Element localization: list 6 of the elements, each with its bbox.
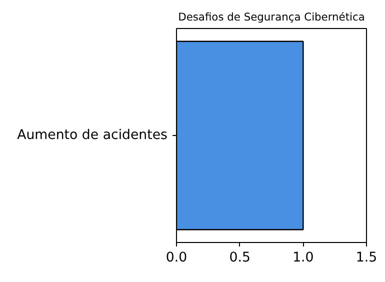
- x-tick-label: 0.0: [166, 250, 188, 266]
- x-tick-label: 0.5: [229, 250, 250, 266]
- y-tick-label: Aumento de acidentes: [17, 128, 168, 143]
- x-tick-label: 1.0: [292, 250, 314, 266]
- chart-title: Desafios de Segurança Cibernética: [178, 10, 365, 24]
- x-tick-label: 1.5: [356, 250, 378, 266]
